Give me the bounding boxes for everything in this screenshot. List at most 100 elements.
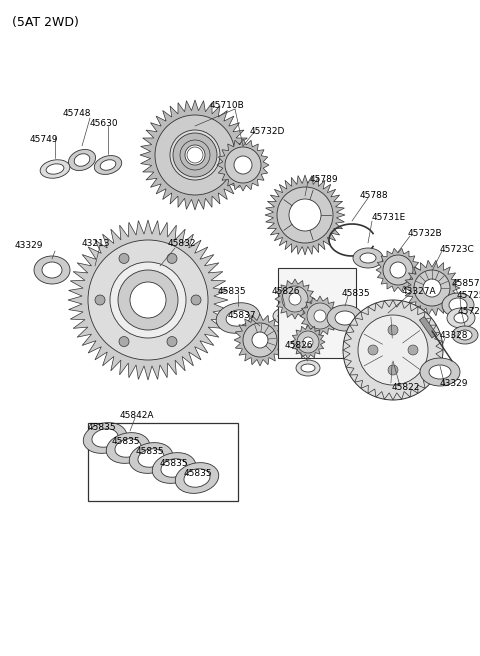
Ellipse shape [301,364,315,372]
Circle shape [185,145,205,165]
Text: 45723C: 45723C [440,245,475,253]
Circle shape [289,293,301,305]
Ellipse shape [74,154,90,166]
Circle shape [408,345,418,355]
Circle shape [383,255,413,285]
Polygon shape [265,175,345,255]
Text: 45749: 45749 [30,136,59,144]
Ellipse shape [452,326,478,344]
Polygon shape [234,314,286,366]
Text: 43329: 43329 [15,241,44,251]
Circle shape [118,270,178,330]
Ellipse shape [454,313,468,323]
Ellipse shape [364,313,372,323]
Circle shape [414,270,450,306]
Text: 45826: 45826 [285,342,313,350]
Circle shape [289,199,321,231]
Ellipse shape [152,453,196,483]
Text: 45835: 45835 [88,424,117,432]
Ellipse shape [115,439,141,457]
Circle shape [91,271,99,279]
Circle shape [170,130,220,180]
Ellipse shape [100,160,116,171]
Circle shape [119,253,129,264]
Text: 45835: 45835 [218,287,247,297]
Text: 45837: 45837 [228,312,257,321]
Ellipse shape [458,330,472,340]
Bar [368,313,408,323]
Ellipse shape [216,302,260,333]
Polygon shape [140,100,250,210]
Text: 45789: 45789 [310,176,338,184]
Text: 45835: 45835 [112,436,141,445]
Text: 45835: 45835 [160,459,189,468]
Circle shape [307,303,333,329]
Text: 45788: 45788 [360,192,389,201]
Ellipse shape [404,313,412,323]
Polygon shape [404,260,460,316]
Bar [420,317,437,338]
Polygon shape [68,220,228,380]
Circle shape [225,147,261,183]
Text: 45826: 45826 [272,287,300,297]
Circle shape [119,337,129,346]
Ellipse shape [184,469,210,487]
Ellipse shape [278,312,292,320]
Circle shape [358,315,428,385]
Ellipse shape [106,432,150,463]
Circle shape [423,279,441,297]
Text: 45857: 45857 [452,279,480,287]
Text: 45832: 45832 [168,239,196,249]
Ellipse shape [226,310,250,326]
Ellipse shape [46,164,64,174]
Ellipse shape [442,293,474,317]
Circle shape [130,282,166,318]
Ellipse shape [161,459,187,477]
Bar [88,270,102,279]
Circle shape [155,115,235,195]
Circle shape [388,365,398,375]
Text: 43329: 43329 [440,380,468,388]
Ellipse shape [69,150,96,171]
Text: 45835: 45835 [184,470,213,478]
Circle shape [297,331,319,353]
Ellipse shape [129,443,173,474]
Text: 45835: 45835 [342,289,371,298]
Text: 45842A: 45842A [120,411,155,420]
Polygon shape [275,279,315,319]
Circle shape [88,240,208,360]
Text: (5AT 2WD): (5AT 2WD) [12,16,79,29]
Polygon shape [300,296,340,336]
Ellipse shape [449,298,467,312]
Ellipse shape [360,253,376,263]
Bar [88,423,238,501]
Ellipse shape [94,155,122,174]
Ellipse shape [429,365,451,379]
Circle shape [343,300,443,400]
Text: 45835: 45835 [136,447,165,457]
Text: 43213: 43213 [82,239,110,249]
Circle shape [282,286,308,312]
Circle shape [95,295,105,305]
Text: 45729: 45729 [458,308,480,316]
Ellipse shape [296,360,320,376]
Text: 45732B: 45732B [408,230,443,239]
Circle shape [234,156,252,174]
Ellipse shape [335,311,355,325]
Circle shape [314,310,326,322]
Polygon shape [291,325,325,359]
Text: 45748: 45748 [63,110,92,119]
Circle shape [167,337,177,346]
Bar [278,268,356,358]
Ellipse shape [40,160,70,178]
Circle shape [167,253,177,264]
Ellipse shape [420,358,460,386]
Ellipse shape [92,429,118,447]
Circle shape [388,325,398,335]
Circle shape [243,323,277,357]
Text: 45710B: 45710B [210,100,245,110]
Circle shape [368,345,378,355]
Ellipse shape [273,308,297,324]
Circle shape [191,295,201,305]
Text: 45822: 45822 [392,384,420,392]
